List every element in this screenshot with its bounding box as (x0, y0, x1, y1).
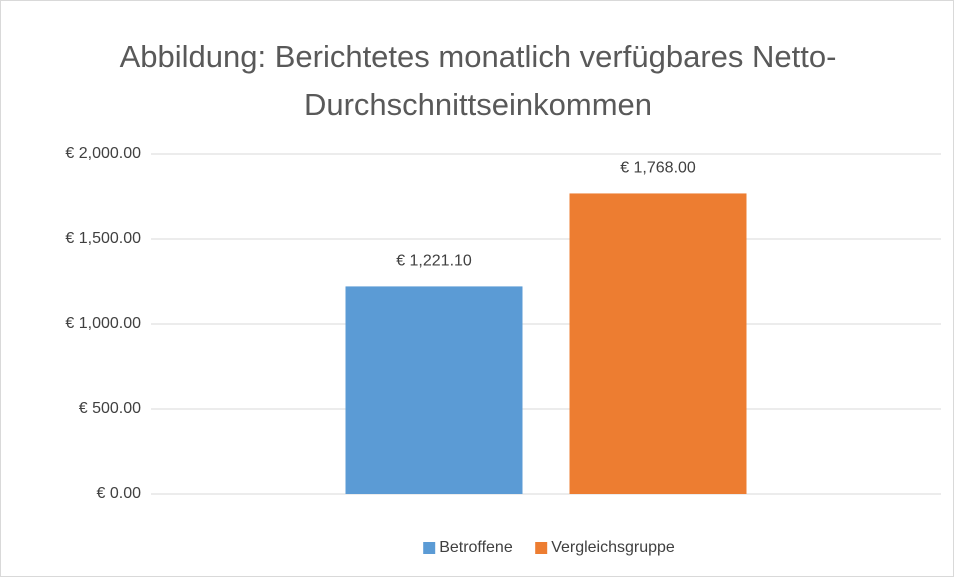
data-label: € 1,768.00 (620, 160, 696, 177)
bar (345, 286, 523, 494)
bar (569, 193, 747, 494)
chart-title: Abbildung: Berichtetes monatlich verfügb… (119, 39, 837, 122)
legend-swatch (423, 542, 436, 554)
legend-swatch (535, 542, 548, 554)
y-tick-label: € 0.00 (97, 485, 142, 502)
data-label: € 1,221.10 (396, 253, 472, 270)
y-tick-label: € 2,000.00 (65, 145, 141, 162)
y-tick-label: € 500.00 (79, 400, 141, 417)
legend-label: Vergleichsgruppe (551, 539, 675, 556)
y-tick-label: € 1,500.00 (65, 230, 141, 247)
y-tick-label: € 1,000.00 (65, 315, 141, 332)
legend-label: Betroffene (439, 539, 513, 556)
